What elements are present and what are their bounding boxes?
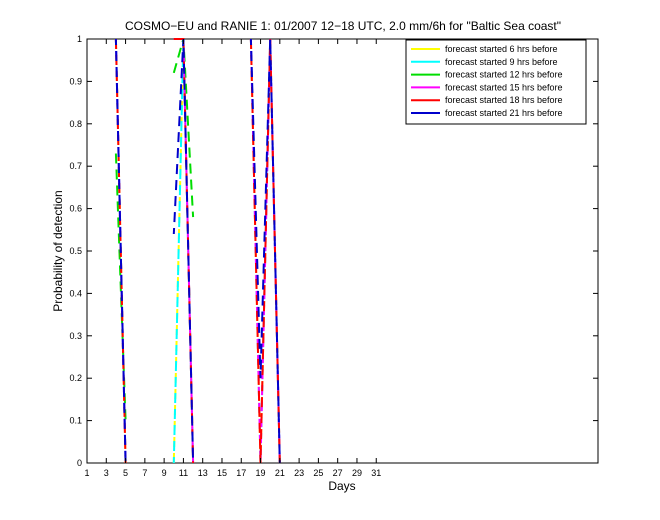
x-tick-label: 19 (256, 468, 266, 478)
y-tick-label: 0.2 (69, 373, 82, 383)
x-tick-label: 11 (179, 468, 188, 478)
ticks-layer: 1 3 5 7 9 11 13 15 17 19 21 23 25 27 29 3100.10.20.30.4… (69, 34, 598, 478)
y-tick-label: 0.5 (69, 246, 82, 256)
legend-entry: forecast started 6 hrs before (445, 44, 558, 54)
legend-entry: forecast started 15 hrs before (445, 82, 563, 92)
series-6-segment-1 (114, 38, 127, 464)
legend-box (405, 39, 587, 125)
x-tick-label: 17 (236, 468, 246, 478)
x-tick-label: 27 (333, 468, 343, 478)
x-tick-label: 5 (123, 468, 128, 478)
x-tick-label: 25 (313, 468, 323, 478)
x-tick-label: 7 (142, 468, 147, 478)
legend-entry: forecast started 9 hrs before (445, 57, 558, 67)
x-tick-label: 13 (198, 468, 208, 478)
x-tick-label: 3 (104, 468, 109, 478)
legend-entry: forecast started 18 hrs before (445, 95, 563, 105)
y-tick-label: 0.7 (69, 161, 82, 171)
y-tick-label: 0.3 (69, 331, 82, 341)
y-tick-label: 1 (77, 34, 82, 44)
y-tick-label: 0.8 (69, 119, 82, 129)
legend-entry: forecast started 21 hrs before (445, 108, 563, 118)
x-tick-label: 1 (84, 468, 89, 478)
y-tick-label: 0.9 (69, 76, 82, 86)
x-tick-label: 9 (162, 468, 167, 478)
y-tick-label: 0.6 (69, 204, 82, 214)
x-tick-label: 31 (371, 468, 381, 478)
x-tick-label: 29 (352, 468, 362, 478)
series-6-segment-3 (249, 38, 281, 464)
x-axis-label: Days (328, 479, 355, 493)
y-tick-label: 0.4 (69, 288, 82, 298)
x-tick-label: 15 (217, 468, 227, 478)
y-axis-label: Probability of detection (51, 190, 65, 311)
x-tick-label: 21 (275, 468, 285, 478)
y-tick-label: 0.1 (69, 416, 82, 426)
legend: forecast started 6 hrs before forecast st… (405, 39, 587, 125)
legend-entry: forecast started 12 hrs before (445, 70, 563, 80)
chart-title: COSMO−EU and RANIE 1: 01/2007 12−18 UTC,… (125, 19, 561, 33)
x-tick-label: 23 (294, 468, 304, 478)
y-tick-label: 0 (77, 458, 82, 468)
series-5-segment-3 (249, 38, 281, 464)
